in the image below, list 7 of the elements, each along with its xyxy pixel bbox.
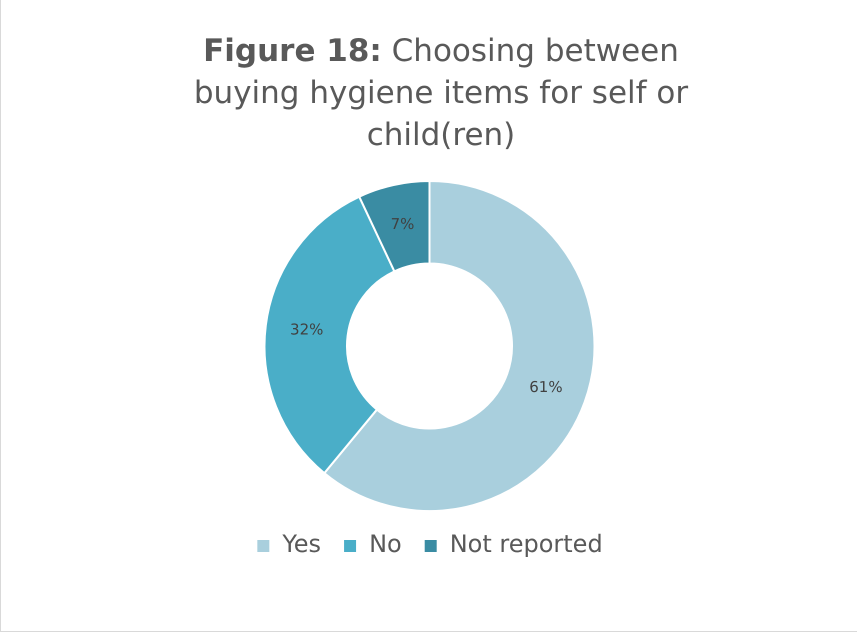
data-label: 32% — [290, 320, 324, 338]
legend-label: Yes — [281, 530, 322, 558]
legend-label: No — [369, 530, 402, 558]
legend-label: Not reported — [450, 530, 603, 558]
data-label: 61% — [529, 378, 563, 396]
chart-title: Figure 18: Choosing between buying hygiene items for self or child(ren) — [192, 32, 690, 155]
data-label: 7% — [390, 215, 414, 234]
